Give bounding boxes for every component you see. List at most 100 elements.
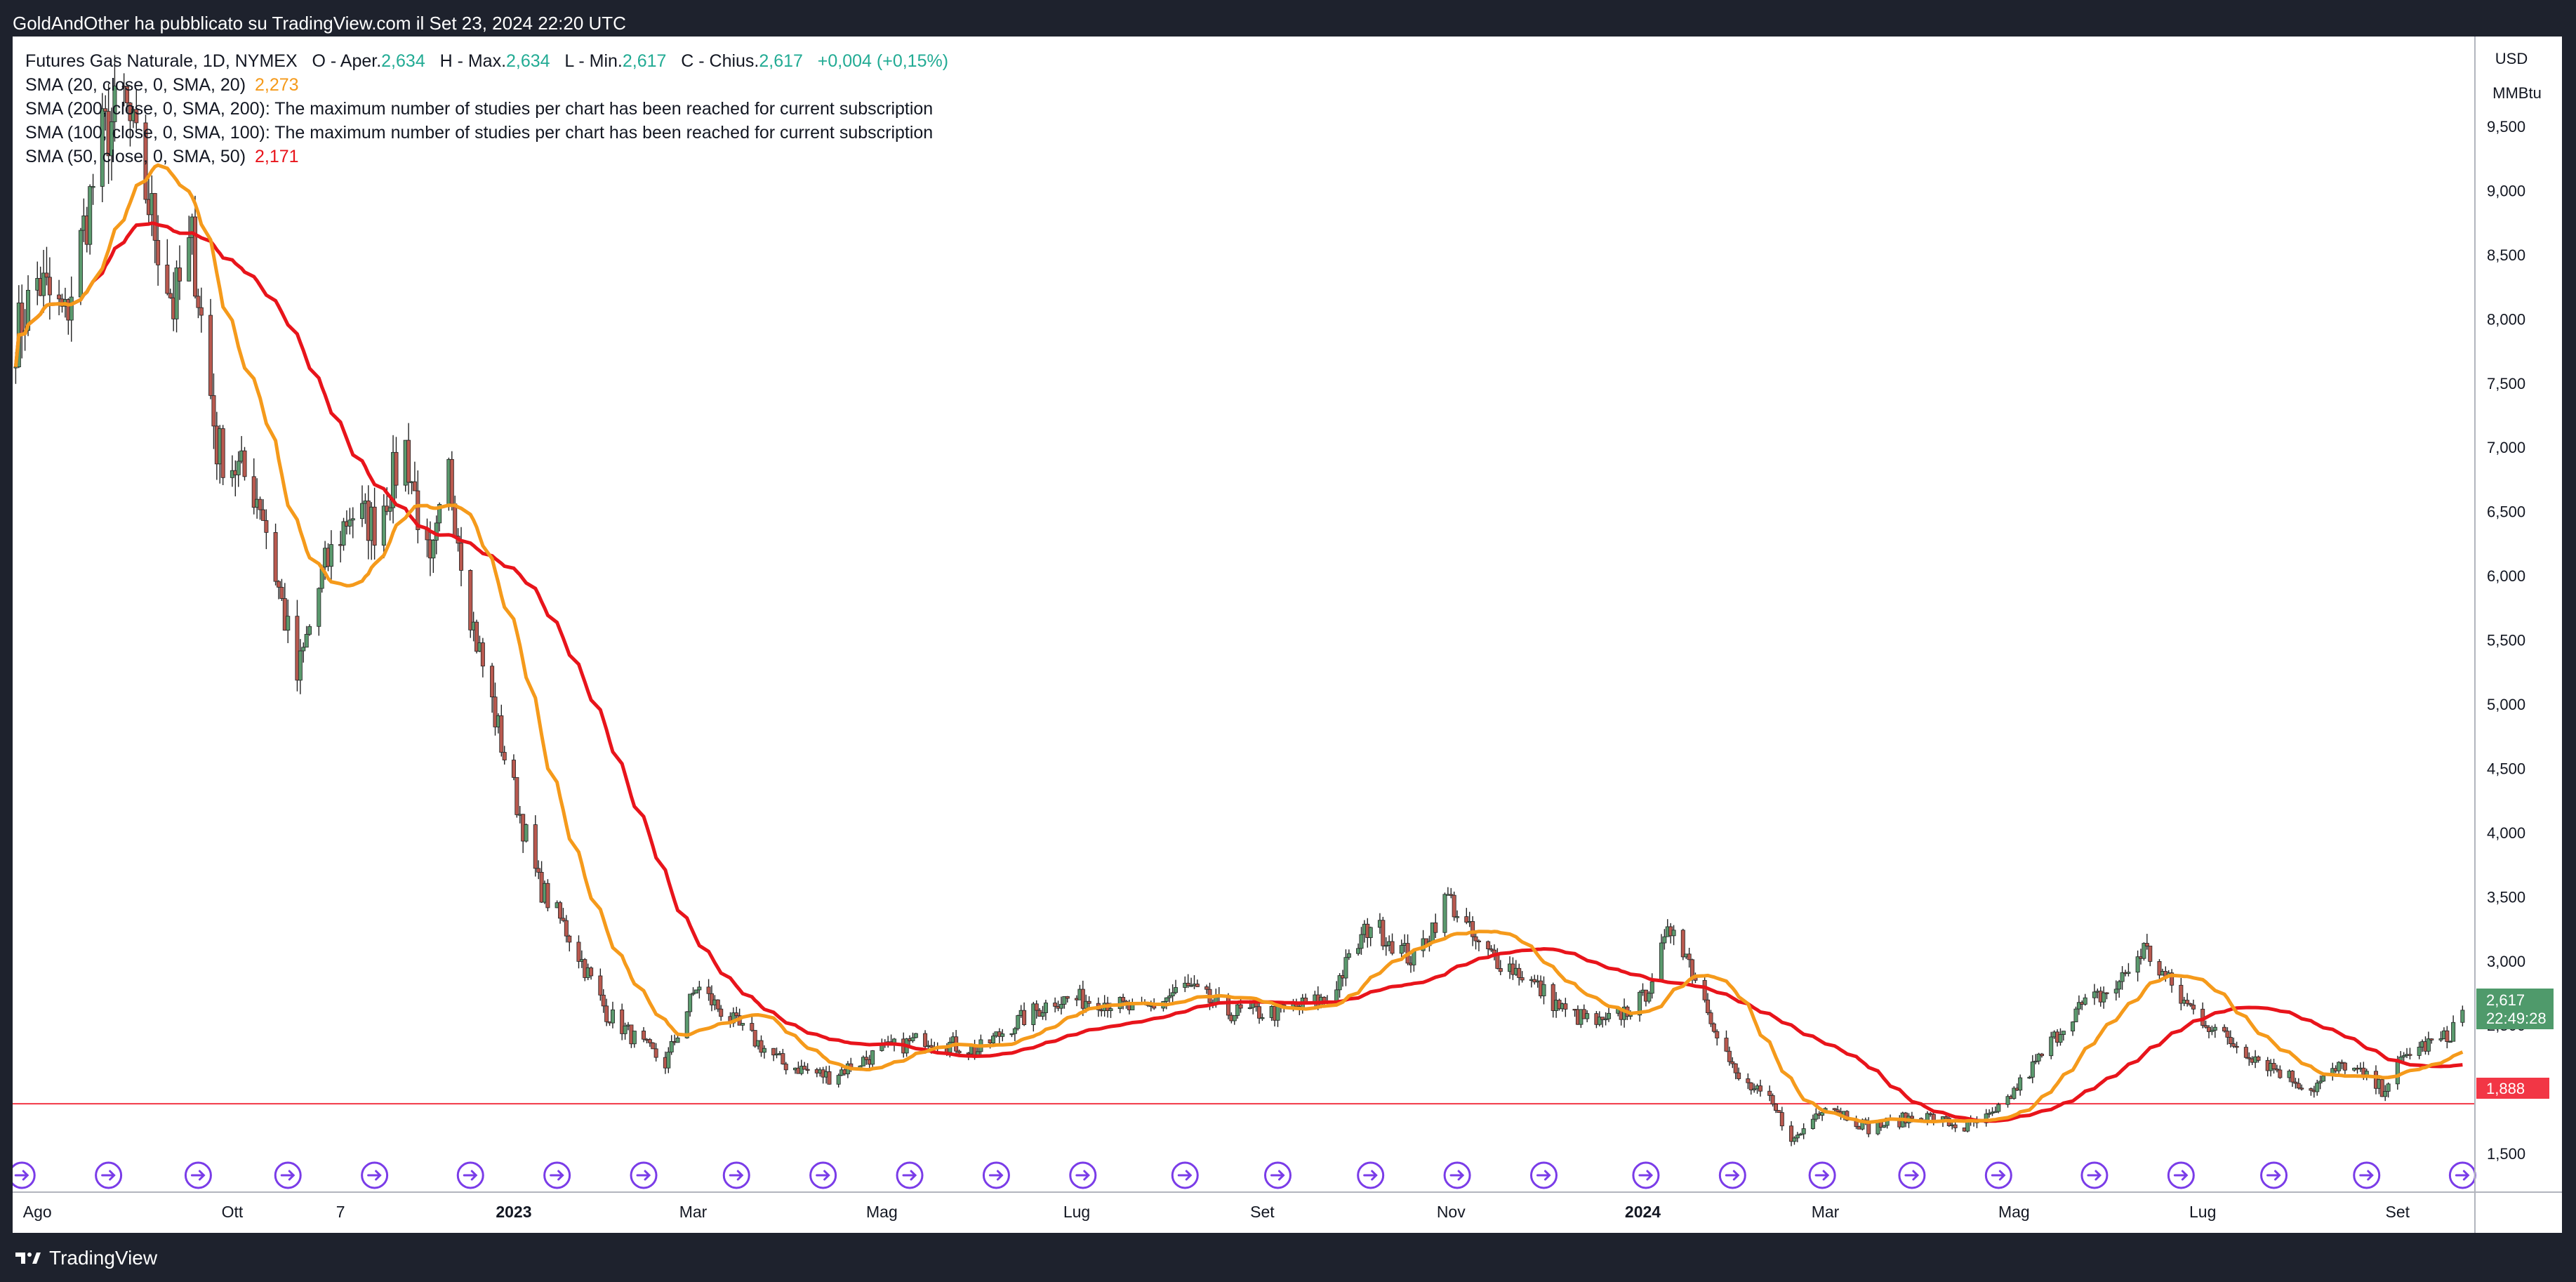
event-arrow-icon[interactable] — [2260, 1161, 2288, 1189]
time-tick-label: Lug — [1063, 1203, 1090, 1221]
candle-body — [474, 621, 479, 652]
candle-body — [372, 506, 377, 546]
candle-body — [1801, 1128, 1806, 1135]
candle — [719, 1005, 724, 1021]
event-arrow-icon[interactable] — [543, 1161, 571, 1189]
candle — [152, 192, 157, 263]
candle — [2234, 1041, 2239, 1054]
candle — [282, 583, 287, 631]
event-arrow-icon[interactable] — [1898, 1161, 1926, 1189]
candle — [536, 860, 541, 880]
tradingview-brand[interactable]: TradingView — [14, 1247, 157, 1269]
legend-sma50-row[interactable]: SMA (50, close, 0, SMA, 50) 2,171 — [25, 145, 948, 168]
candle — [2185, 993, 2190, 1007]
countdown-value: 22:49:28 — [2486, 1010, 2547, 1027]
candle-body — [1767, 1090, 1772, 1096]
legend-sma20-row[interactable]: SMA (20, close, 0, SMA, 20) 2,273 — [25, 73, 948, 97]
event-arrow-icon[interactable] — [95, 1161, 123, 1189]
candle — [1770, 1093, 1775, 1107]
legend-sma200-row[interactable]: SMA (200, close, 0, SMA, 200): The maxim… — [25, 97, 948, 121]
candle — [2448, 1040, 2452, 1043]
candle — [2247, 1052, 2252, 1066]
event-arrow-icon[interactable] — [1171, 1161, 1199, 1189]
event-arrow-icon[interactable] — [1357, 1161, 1385, 1189]
candle — [601, 989, 606, 1013]
candle-body — [1464, 916, 1469, 923]
candle — [2271, 1058, 2276, 1074]
candle — [499, 704, 504, 757]
event-arrow-icon[interactable] — [1263, 1161, 1292, 1189]
event-arrow-icon[interactable] — [896, 1161, 924, 1189]
candle — [372, 487, 377, 560]
event-arrow-icon[interactable] — [1529, 1161, 1558, 1189]
event-arrow-icon[interactable] — [361, 1161, 389, 1189]
candle-body — [684, 1011, 689, 1038]
candle — [799, 1059, 804, 1076]
candle — [1984, 1109, 1989, 1127]
candle — [2144, 934, 2149, 950]
legend-symbol-row[interactable]: Futures Gas Naturale, 1D, NYMEX O - Aper… — [25, 49, 948, 73]
event-arrow-icon[interactable] — [1718, 1161, 1746, 1189]
event-arrow-icon[interactable] — [1069, 1161, 1097, 1189]
event-arrow-icon[interactable] — [2167, 1161, 2195, 1189]
price-chart[interactable]: 1,5002,0002,5003,0003,5004,0004,5005,000… — [13, 37, 2562, 1233]
candle-body — [273, 531, 278, 582]
candle-body — [2142, 943, 2146, 959]
event-arrow-icon[interactable] — [274, 1161, 302, 1189]
candle — [2135, 950, 2140, 982]
candle — [1040, 1005, 1045, 1020]
event-arrow-icon[interactable] — [2080, 1161, 2109, 1189]
event-arrow-icon[interactable] — [1984, 1161, 2012, 1189]
candle — [125, 85, 130, 112]
event-arrow-icon[interactable] — [1443, 1161, 1471, 1189]
candle — [910, 1032, 915, 1043]
event-arrow-icon[interactable] — [456, 1161, 484, 1189]
candle-body — [879, 1045, 884, 1051]
legend-sma100-row[interactable]: SMA (100, close, 0, SMA, 100): The maxim… — [25, 121, 948, 145]
candle — [836, 1073, 841, 1088]
legend-high-label: H - Max. — [439, 51, 507, 71]
candle-body — [864, 1057, 869, 1060]
candle-body — [2293, 1081, 2298, 1084]
candle-body — [604, 1005, 609, 1022]
event-arrow-icon[interactable] — [2353, 1161, 2381, 1189]
legend-sma100-label: SMA (100, close, 0, SMA, 100): The maxim… — [25, 123, 934, 143]
candle — [2318, 1075, 2323, 1090]
candle — [2033, 1054, 2038, 1064]
candle — [143, 114, 148, 204]
event-arrow-icon[interactable] — [630, 1161, 658, 1189]
event-arrow-icon[interactable] — [2448, 1161, 2476, 1189]
time-axis[interactable]: Ago Ott 7 2023 Mar Mag Lug Set Nov 2024 Mar Mag Lug S… — [23, 1203, 2410, 1221]
candle-body — [929, 1045, 934, 1048]
event-arrow-icon[interactable] — [722, 1161, 750, 1189]
candle — [2083, 993, 2087, 1006]
candle-body — [406, 440, 411, 483]
candle-body — [514, 777, 519, 815]
sma20-line[interactable] — [13, 163, 2464, 1125]
event-arrow-icon[interactable] — [13, 1161, 36, 1189]
candle-body — [2290, 1071, 2295, 1083]
time-tick-label: Mag — [1998, 1203, 2030, 1221]
candle — [91, 173, 95, 205]
candle-body — [91, 186, 95, 188]
candle-body — [2117, 981, 2122, 990]
candle-body — [416, 490, 420, 530]
candle — [651, 1042, 656, 1050]
candle-body — [1724, 1038, 1729, 1052]
event-arrow-icon[interactable] — [1632, 1161, 1660, 1189]
candle-body — [1774, 1104, 1779, 1111]
candle-body — [168, 293, 173, 298]
event-arrow-icon[interactable] — [809, 1161, 837, 1189]
candle-body — [279, 586, 284, 599]
candle-body — [861, 1057, 865, 1066]
event-arrow-icon[interactable] — [1808, 1161, 1836, 1189]
candle-body — [394, 451, 399, 486]
candle — [2225, 1027, 2230, 1045]
candle — [1337, 973, 1342, 998]
candle — [1489, 945, 1494, 953]
sma50-line[interactable] — [13, 221, 2463, 1123]
chart-frame[interactable]: 1,5002,0002,5003,0003,5004,0004,5005,000… — [13, 37, 2562, 1233]
candle-body — [2278, 1069, 2283, 1078]
event-arrow-icon[interactable] — [982, 1161, 1010, 1189]
event-arrow-icon[interactable] — [184, 1161, 212, 1189]
